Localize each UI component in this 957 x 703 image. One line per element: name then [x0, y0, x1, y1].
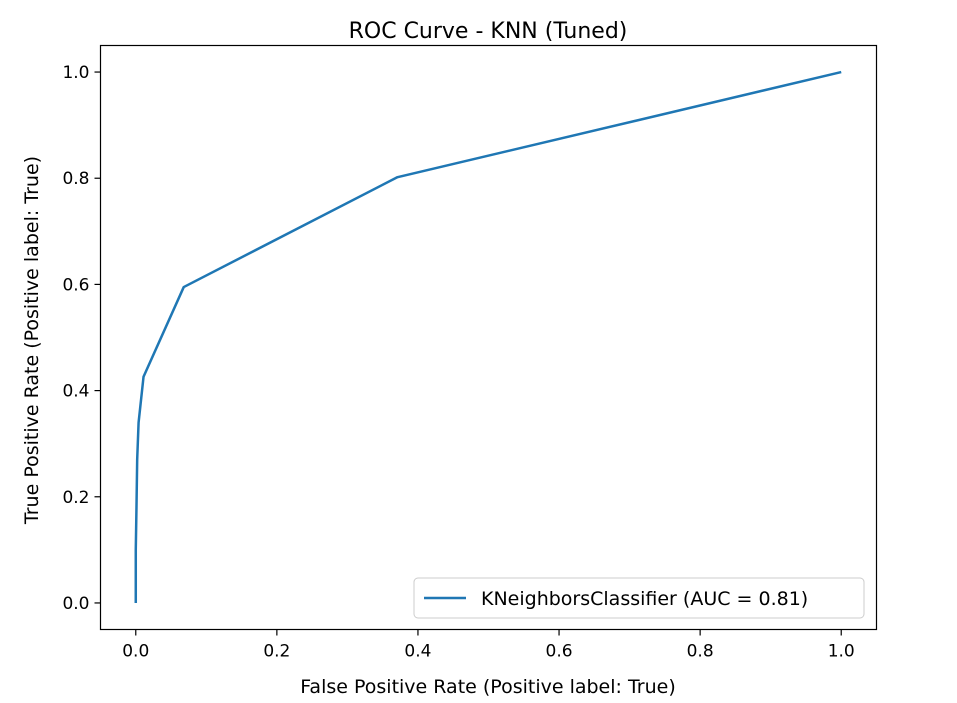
y-tick-label: 0.8	[62, 169, 89, 189]
x-tick-label: 0.2	[263, 642, 290, 662]
series-layer	[134, 70, 842, 603]
roc-curve-line	[134, 70, 842, 603]
x-tick-label: 0.0	[122, 642, 149, 662]
legend-box	[413, 577, 865, 619]
y-tick-label: 0.6	[62, 275, 89, 295]
legend-label: KNeighborsClassifier (AUC = 0.81)	[481, 588, 808, 610]
y-tick-label: 0.4	[62, 382, 89, 402]
x-tick-label: 0.4	[404, 642, 431, 662]
chart-title: ROC Curve - KNN (Tuned)	[349, 19, 628, 44]
x-tick-label: 1.0	[828, 642, 855, 662]
y-tick-label: 0.0	[62, 594, 89, 614]
x-axis-label: False Positive Rate (Positive label: Tru…	[300, 676, 675, 698]
plot-area-frame	[99, 44, 878, 631]
y-tick-label: 1.0	[62, 63, 89, 83]
x-tick-label: 0.6	[546, 642, 573, 662]
y-tick-label: 0.2	[62, 488, 89, 508]
legend: KNeighborsClassifier (AUC = 0.81)	[413, 577, 865, 619]
y-axis-label: True Positive Rate (Positive label: True…	[21, 156, 43, 525]
ticks-layer: 0.0 0.2 0.4 0.6 0.8 1.0 0.0 0.2 0.4 0.6 0.8 1.0	[62, 63, 854, 661]
x-tick-label: 0.8	[687, 642, 714, 662]
